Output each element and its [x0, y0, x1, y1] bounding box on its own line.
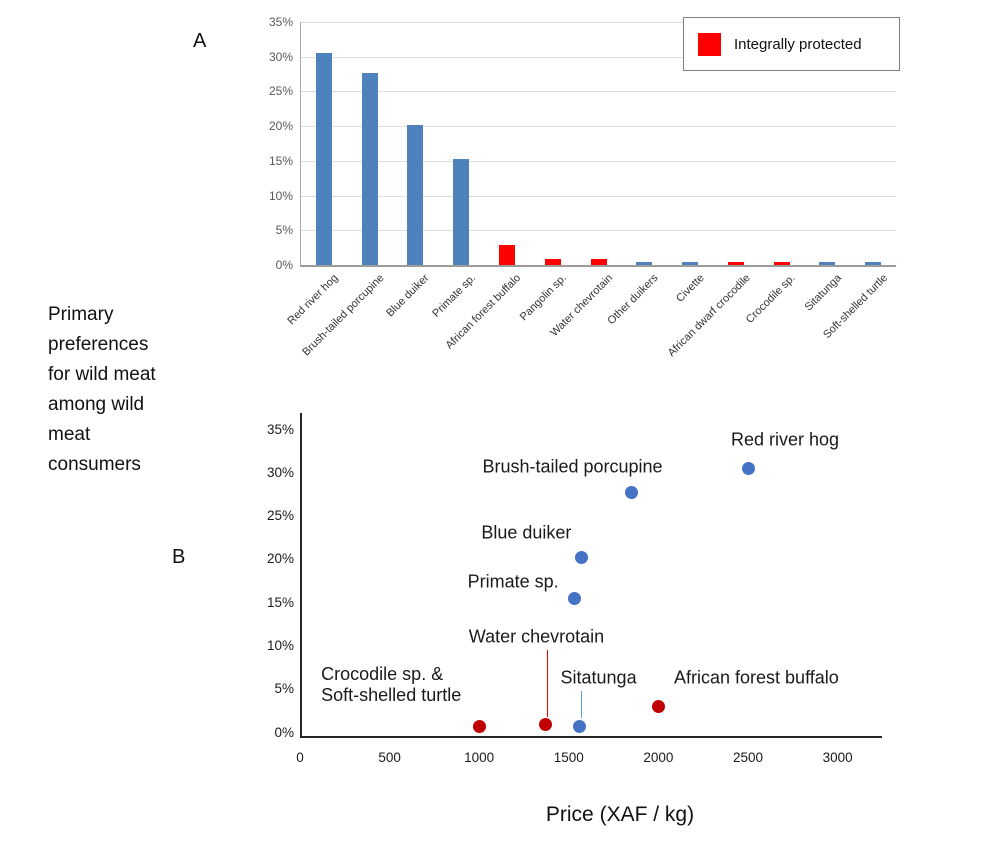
x-axis-tick-label: 3000 [822, 750, 853, 765]
data-point [741, 461, 755, 475]
y-axis-tick-label: 5% [275, 223, 293, 238]
y-axis-tick-label: 15% [268, 153, 293, 168]
bar [636, 261, 653, 265]
data-point [625, 486, 639, 500]
y-axis-tick-label: 30% [266, 464, 294, 480]
data-point [539, 718, 552, 732]
y-axis-tick-label: 20% [266, 551, 294, 567]
x-axis-category-label: Sitatunga [802, 272, 844, 314]
data-point [567, 591, 581, 605]
leader-line [580, 691, 583, 719]
gridline [301, 91, 896, 93]
y-axis-tick-label: 35% [266, 421, 294, 437]
data-point-label: Blue duiker [481, 522, 572, 543]
bar [682, 261, 699, 265]
x-axis-category-label: Blue duiker [384, 272, 432, 320]
y-axis-tick-label: 10% [266, 637, 294, 653]
gridline [301, 22, 896, 23]
y-axis-tick-label: 20% [268, 119, 293, 134]
legend-label: Integrally protected [734, 35, 862, 53]
bar [544, 258, 561, 265]
y-axis-tick-label: 35% [268, 15, 293, 29]
y-axis-tick-label: 5% [274, 681, 294, 697]
data-point-label: Primate sp. [467, 571, 559, 592]
y-axis-tick-label: 30% [268, 49, 293, 64]
panel-a-legend: Integrally protected [683, 17, 900, 71]
panel-a-plot: 0% 5% 10% 15% 20% 25% 30% 35% Red river hog Brush… [269, 15, 896, 359]
y-axis-tick-label: 25% [266, 508, 294, 524]
bar [453, 158, 470, 265]
y-axis-tick-label: 0% [275, 258, 293, 272]
bar [727, 261, 744, 265]
x-axis-title: Price (XAF / kg) [545, 803, 695, 826]
data-point-label: Sitatunga [560, 667, 637, 688]
panel-b-label: B [172, 546, 186, 568]
y-axis-tick-label: 0% [274, 724, 294, 740]
data-point-label: Brush-tailed porcupine [482, 456, 663, 477]
y-axis-tick-label: 25% [268, 84, 293, 99]
gridline [301, 126, 896, 128]
gridline [301, 160, 896, 162]
x-axis-category-label: Civette [673, 272, 707, 305]
data-point [651, 700, 665, 714]
gridline [301, 56, 896, 58]
x-axis-tick-label: 2500 [732, 750, 764, 765]
data-point-label: Water chevrotain [468, 626, 605, 647]
x-axis-tick-label: 0 [296, 750, 304, 765]
x-axis-category-label: Primate sp. [429, 272, 478, 320]
x-axis-category-label: Brush-tailed porcupine [299, 272, 387, 359]
gridline [301, 230, 896, 232]
bar [315, 53, 332, 265]
data-point [573, 719, 587, 733]
data-point-label: Red river hog [730, 429, 840, 450]
x-axis-tick-label: 1000 [464, 750, 495, 765]
bar [819, 261, 836, 265]
panel-b-plot: 0 500 1000 1500 2000 2500 3000 0% 5% 10% 15% 20% 25%… [267, 413, 882, 765]
bar [498, 244, 515, 265]
data-point-label: Crocodile sp. & Soft-shelled turtle [321, 664, 462, 706]
leader-line [546, 649, 548, 717]
figure-side-label: Primary preferences for wild meat among … [48, 304, 156, 475]
bar [773, 261, 790, 265]
x-axis-tick-label: 1500 [553, 750, 584, 765]
data-point [574, 551, 588, 565]
x-axis-tick-label: 2000 [643, 750, 674, 765]
bar [865, 261, 882, 265]
gridline [301, 195, 896, 197]
data-point [472, 719, 486, 733]
legend-swatch-protected [698, 32, 721, 56]
bar [407, 124, 424, 265]
y-axis-tick-label: 10% [268, 188, 293, 203]
data-point-label: African forest buffalo [674, 667, 839, 688]
bar [361, 72, 378, 265]
y-axis-tick-label: 15% [266, 594, 294, 610]
bar [590, 258, 607, 265]
panel-a-label: A [193, 30, 207, 52]
x-axis-tick-label: 500 [378, 750, 401, 765]
x-axis-category-label: African dwarf crocodile [665, 272, 753, 360]
